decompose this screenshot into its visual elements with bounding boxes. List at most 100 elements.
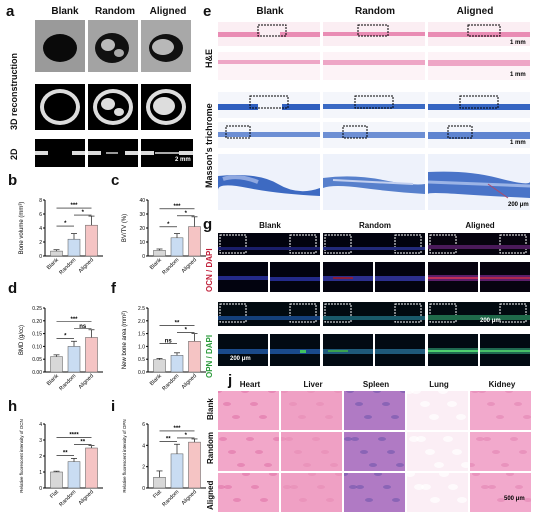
tissue-tile bbox=[407, 391, 468, 430]
panel-letter-e: e bbox=[203, 3, 212, 20]
a-3d-recon-blank bbox=[35, 84, 85, 130]
x-tick-label: Aligned bbox=[78, 373, 95, 390]
g-ocn-zoom-aligned-1 bbox=[428, 262, 478, 292]
x-tick-label: Flat bbox=[49, 489, 60, 500]
tissue-tile bbox=[344, 473, 405, 512]
a-3d-surface-blank bbox=[35, 20, 85, 72]
a-2d-slice-aligned bbox=[141, 139, 193, 167]
tissue-texture bbox=[344, 437, 404, 467]
sig-label: * bbox=[185, 433, 188, 439]
bar-random bbox=[67, 238, 81, 257]
x-tick-label: Random bbox=[58, 257, 77, 276]
g-opn-zoom-aligned-1 bbox=[428, 334, 478, 366]
tissue-texture bbox=[344, 473, 400, 502]
bar-random bbox=[170, 453, 184, 489]
g-col-blank: Blank bbox=[259, 221, 281, 230]
tissue-texture bbox=[219, 437, 279, 467]
y-tick-label: 0.05 bbox=[32, 357, 42, 363]
tissue-tile bbox=[344, 432, 405, 471]
a-row-3d: 3D reconstruction bbox=[9, 52, 19, 130]
e-he-overview-aligned bbox=[428, 22, 530, 46]
bar-flat bbox=[50, 471, 63, 489]
e-mt-overview-blank bbox=[218, 92, 320, 118]
panel-letter-i: i bbox=[111, 398, 116, 415]
j-tissue-grid bbox=[218, 391, 531, 513]
bar-random bbox=[170, 355, 184, 373]
bar-aligned bbox=[85, 447, 98, 489]
e-he-overview-blank bbox=[218, 22, 320, 46]
a-3d-recon-aligned bbox=[141, 84, 191, 130]
a-3d-recon-random bbox=[88, 84, 138, 130]
y-tick-label: 20 bbox=[139, 226, 145, 232]
y-axis-label: BV/TV (%) bbox=[122, 214, 128, 242]
e-he-zoom-aligned bbox=[428, 52, 530, 80]
tissue-tile bbox=[218, 432, 279, 471]
a-2d-slice-random bbox=[88, 139, 138, 167]
tissue-tile bbox=[281, 391, 342, 430]
tissue-tile bbox=[470, 432, 531, 471]
a-2d-slice-blank bbox=[35, 139, 85, 167]
a-scale-bar: 2 mm bbox=[175, 157, 191, 163]
sig-label: *** bbox=[70, 317, 78, 323]
chart-i: 0 2 4 6 Relative fluorescent intensity of OP… bbox=[122, 419, 206, 508]
e-mt-zoom-blank bbox=[218, 122, 320, 148]
panel-letter-g: g bbox=[203, 216, 213, 233]
j-scale-bar: 500 μm bbox=[504, 496, 525, 502]
y-tick-label: 0.20 bbox=[32, 319, 42, 325]
tissue-texture bbox=[281, 391, 342, 419]
sig-label: * bbox=[64, 221, 67, 227]
j-row-aligned: Aligned bbox=[206, 480, 215, 510]
tissue-tile bbox=[281, 473, 342, 512]
tissue-tile bbox=[470, 473, 531, 512]
a-col-blank: Blank bbox=[51, 6, 79, 17]
panel-letter-h: h bbox=[8, 398, 18, 415]
panel-letter-a: a bbox=[6, 3, 15, 20]
y-tick-label: 0 bbox=[39, 254, 42, 260]
bar-flat bbox=[153, 477, 166, 489]
bar-random bbox=[170, 237, 184, 257]
sig-label: * bbox=[185, 211, 188, 217]
bar-aligned bbox=[188, 441, 201, 489]
y-tick-label: 2 bbox=[39, 454, 42, 460]
tissue-tile bbox=[218, 391, 279, 430]
g-col-aligned: Aligned bbox=[465, 221, 495, 230]
g-opn-overview-blank bbox=[218, 302, 320, 326]
bar-aligned bbox=[85, 337, 98, 373]
tissue-texture bbox=[407, 473, 467, 503]
bar-random bbox=[67, 461, 81, 489]
j-col-heart: Heart bbox=[239, 380, 261, 389]
bar-blank bbox=[50, 250, 63, 257]
x-tick-label: Aligned bbox=[78, 257, 95, 274]
j-row-blank: Blank bbox=[206, 398, 215, 420]
g-ocn-zoom-aligned-2 bbox=[480, 262, 530, 292]
e-mt-overview-aligned bbox=[428, 92, 530, 118]
tissue-tile bbox=[281, 432, 342, 471]
e-mt-overview-random bbox=[323, 92, 425, 118]
tissue-texture bbox=[346, 391, 405, 419]
e-col-blank: Blank bbox=[256, 6, 284, 17]
y-tick-label: 0 bbox=[142, 254, 145, 260]
tissue-texture bbox=[471, 391, 531, 419]
g-opn-zoom-blank-1 bbox=[218, 334, 268, 366]
e-scale-mt-1: 1 mm bbox=[510, 140, 526, 146]
tissue-tile bbox=[218, 473, 279, 512]
bar-blank bbox=[153, 359, 166, 373]
bar-aligned bbox=[188, 341, 201, 373]
x-tick-label: Random bbox=[161, 257, 180, 276]
sig-label: * bbox=[167, 222, 170, 228]
a-col-aligned: Aligned bbox=[149, 6, 187, 17]
e-he-zoom-blank bbox=[218, 52, 320, 80]
y-tick-label: 0 bbox=[39, 486, 42, 492]
sig-label: ns bbox=[165, 339, 173, 345]
x-tick-label: Blank bbox=[149, 373, 163, 387]
sig-label: *** bbox=[173, 426, 181, 432]
x-tick-label: Aligned bbox=[181, 257, 198, 274]
g-ocn-zoom-blank-1 bbox=[218, 262, 268, 292]
bar-blank bbox=[50, 356, 63, 373]
sig-label: ** bbox=[80, 440, 85, 446]
a-col-random: Random bbox=[95, 6, 135, 17]
chart-h: 0 1 2 3 4 Relative fluorescent intensity of O… bbox=[19, 419, 103, 508]
a-3d-surface-random bbox=[88, 20, 138, 72]
panel-letter-j: j bbox=[228, 372, 233, 389]
